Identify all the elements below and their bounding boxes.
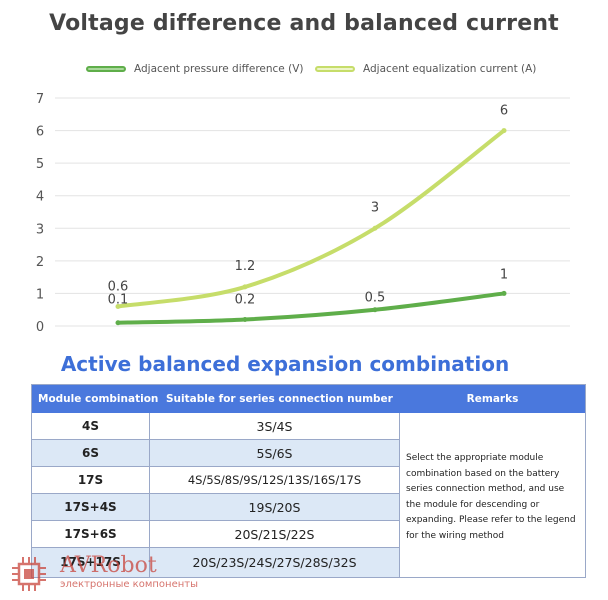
y-tick-label: 7	[36, 92, 44, 107]
header-module: Module combination	[38, 393, 159, 405]
header-remarks: Remarks	[466, 393, 519, 405]
suitable-cell: 20S/23S/24S/27S/28S/32S	[150, 548, 400, 577]
chart-title: Voltage difference and balanced current	[49, 11, 559, 36]
legend-item-current: Adjacent equalization current (A)	[315, 63, 536, 75]
table-row: 4S 3S/4S	[32, 413, 400, 440]
module-cell: 17S+6S	[32, 521, 150, 548]
data-point	[115, 303, 121, 309]
table-title: Active balanced expansion combination	[60, 352, 510, 376]
module-cell: 6S	[32, 440, 150, 467]
y-tick-label: 0	[36, 320, 44, 335]
chart-legend: Adjacent pressure difference (V) Adjacen…	[0, 63, 608, 79]
module-cell: 4S	[32, 413, 150, 440]
data-point	[242, 284, 248, 290]
data-point	[372, 307, 378, 313]
header-suitable: Suitable for series connection number	[166, 393, 393, 405]
watermark: AVRobot электронные компоненты	[10, 553, 210, 593]
y-tick-label: 2	[36, 255, 44, 270]
data-label: 1.2	[235, 259, 256, 274]
data-point	[501, 128, 507, 134]
suitable-cell: 4S/5S/8S/9S/12S/13S/16S/17S	[150, 467, 400, 494]
suitable-cell: 20S/21S/22S	[150, 521, 400, 548]
suitable-cell: 3S/4S	[150, 413, 400, 440]
table-row: 17S+17S 20S/23S/24S/27S/28S/32S	[32, 548, 400, 577]
legend-label-voltage: Adjacent pressure difference (V)	[134, 63, 304, 75]
suitable-cell: 19S/20S	[150, 494, 400, 521]
data-label: 6	[500, 104, 508, 119]
table-header: Module combination Suitable for series c…	[32, 385, 585, 413]
y-tick-label: 4	[36, 190, 44, 205]
table-row: 6S 5S/6S	[32, 440, 400, 467]
data-point	[242, 316, 248, 322]
legend-label-current: Adjacent equalization current (A)	[363, 63, 537, 75]
data-label: 0.6	[108, 279, 129, 294]
table-row: 17S 4S/5S/8S/9S/12S/13S/16S/17S	[32, 467, 400, 494]
chip-icon	[12, 557, 46, 591]
combination-table: Module combination Suitable for series c…	[31, 384, 586, 578]
y-tick-label: 5	[36, 157, 44, 172]
y-tick-label: 1	[36, 287, 44, 302]
data-point	[372, 225, 378, 231]
remarks-cell: Select the appropriate module combinatio…	[406, 453, 576, 541]
data-label: 3	[371, 200, 379, 215]
legend-item-voltage: Adjacent pressure difference (V)	[86, 63, 303, 75]
data-point	[115, 320, 121, 326]
series-line	[116, 291, 506, 325]
legend-swatch-voltage	[86, 66, 126, 72]
module-cell: 17S	[32, 467, 150, 494]
y-tick-label: 3	[36, 222, 44, 237]
suitable-cell: 5S/6S	[150, 440, 400, 467]
y-tick-label: 6	[36, 125, 44, 140]
series-line	[116, 128, 506, 309]
data-label: 1	[500, 267, 508, 282]
table-row: 17S+4S 19S/20S	[32, 494, 400, 521]
watermark-brand: AVRobot	[60, 553, 157, 578]
legend-swatch-current	[315, 66, 355, 72]
module-cell: 17S+4S	[32, 494, 150, 521]
data-point	[501, 290, 507, 296]
data-label: 0.5	[365, 291, 386, 306]
watermark-subtitle: электронные компоненты	[60, 579, 198, 590]
table-row: 17S+6S 20S/21S/22S	[32, 521, 400, 548]
data-label: 0.2	[235, 292, 256, 307]
module-cell: 17S+17S	[32, 548, 150, 577]
